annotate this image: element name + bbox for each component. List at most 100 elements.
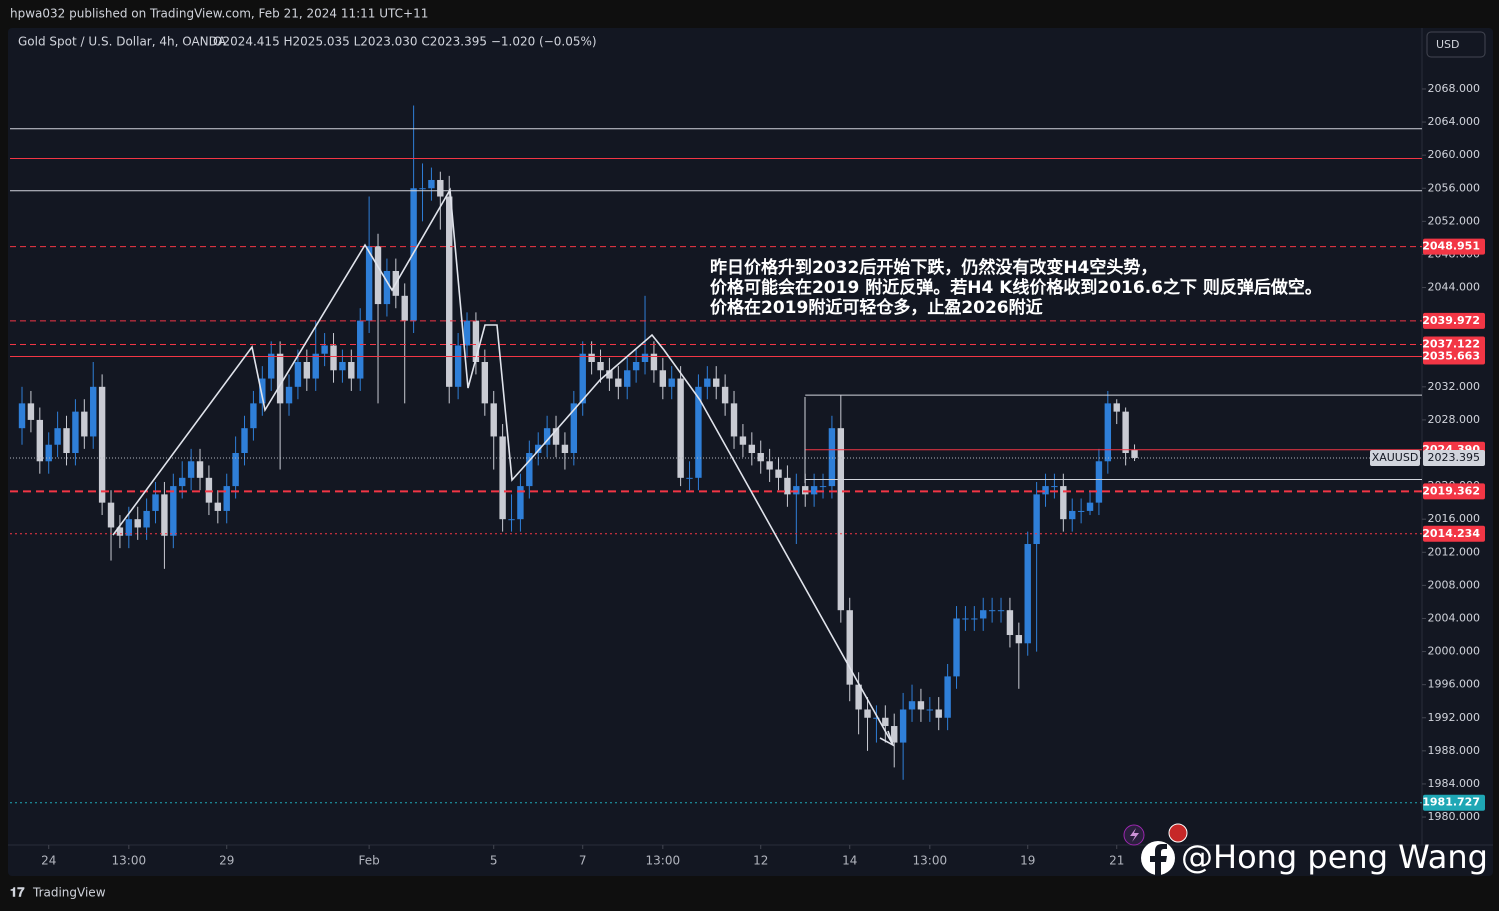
annotation-line: 昨日价格升到2032后开始下跌，仍然没有改变H4空头势， xyxy=(710,257,1157,278)
candle-body xyxy=(953,618,960,677)
candle-body xyxy=(739,436,747,445)
annotation: 昨日价格升到2032后开始下跌，仍然没有改变H4空头势，价格可能会在2019 附… xyxy=(710,257,1322,318)
price-level-label: 2039.972 xyxy=(1422,314,1480,327)
candle-body xyxy=(1069,510,1076,520)
y-tick-label: 1988.000 xyxy=(1428,744,1481,757)
x-tick-label: 29 xyxy=(219,854,234,868)
x-tick-label: 13:00 xyxy=(646,854,681,868)
last-price-tag xyxy=(1423,450,1485,467)
candle-body xyxy=(721,386,729,404)
candle-body xyxy=(45,444,52,462)
y-tick-label: 2028.000 xyxy=(1428,413,1481,426)
candle-body xyxy=(1060,486,1067,520)
candle-body xyxy=(54,428,61,445)
plot-area: 2068.000 2064.000 2060.000 2056.000 2052.000… xyxy=(10,82,1485,868)
publisher: hpwa032 published on TradingView.com, Fe… xyxy=(10,7,428,21)
symbol-label: XAUUSD xyxy=(1372,451,1419,464)
x-tick-label: 13:00 xyxy=(913,854,948,868)
candle-body xyxy=(997,610,1005,612)
candle-body xyxy=(27,403,35,420)
candle-body xyxy=(303,361,311,379)
x-tick-label: 21 xyxy=(1109,854,1124,868)
candle-body xyxy=(1015,635,1023,644)
candle-body xyxy=(321,345,328,354)
last-price-label: 2023.395 xyxy=(1428,451,1481,464)
y-tick-label: 1996.000 xyxy=(1428,678,1481,691)
candle-body xyxy=(18,403,26,429)
candle-body xyxy=(641,353,649,362)
candle-body xyxy=(891,726,898,743)
candle-body xyxy=(1104,403,1112,462)
candle-body xyxy=(1006,610,1014,636)
x-tick-label: 12 xyxy=(753,854,768,868)
event-bolt xyxy=(1130,828,1139,842)
candle-body xyxy=(517,486,524,520)
candle-body xyxy=(152,494,159,511)
candle-body xyxy=(365,246,373,321)
candle-body xyxy=(624,370,631,387)
y-tick-label: 2012.000 xyxy=(1428,545,1481,558)
candle-body xyxy=(855,684,862,710)
candle-body xyxy=(597,361,604,371)
y-tick-label: 2060.000 xyxy=(1428,148,1481,161)
candle-body xyxy=(837,428,845,611)
candle-body xyxy=(1042,486,1049,495)
candle-body xyxy=(259,378,266,404)
candle-body xyxy=(757,453,764,462)
candle-body xyxy=(686,477,693,479)
economic-event-icon[interactable] xyxy=(1168,823,1188,843)
candle-body xyxy=(882,717,889,727)
candle-body xyxy=(899,709,907,743)
x-tick-label: 13:00 xyxy=(112,854,147,868)
candle-body xyxy=(410,188,417,321)
candle-body xyxy=(205,477,213,503)
candle-body xyxy=(481,361,489,404)
candle-body xyxy=(454,345,462,387)
candle-body xyxy=(179,477,186,487)
candle-body xyxy=(463,320,471,346)
candle-body xyxy=(401,295,408,321)
candle-body xyxy=(677,378,684,478)
candle-body xyxy=(873,717,880,719)
candle-body xyxy=(81,411,88,437)
candle-body xyxy=(1051,486,1058,488)
y-tick-label: 2044.000 xyxy=(1428,281,1481,294)
price-level-tag xyxy=(1423,348,1485,365)
candle-body xyxy=(775,469,782,478)
price-level-tag xyxy=(1423,238,1485,255)
y-tick-label: 2004.000 xyxy=(1428,611,1481,624)
candle-body xyxy=(650,353,658,371)
price-level-label: 2037.122 xyxy=(1422,337,1480,350)
candle-body xyxy=(1095,461,1103,503)
candle-body xyxy=(98,386,106,503)
candle-body xyxy=(232,453,239,487)
candle-body xyxy=(116,527,124,536)
candle-body xyxy=(357,320,364,379)
currency-button[interactable] xyxy=(1426,31,1486,58)
candle-body xyxy=(962,618,969,620)
currency-label[interactable]: USD xyxy=(1436,38,1460,51)
candle-body xyxy=(1024,544,1031,644)
x-tick-label: 5 xyxy=(490,854,498,868)
candle-body xyxy=(63,428,70,454)
candle-body xyxy=(828,428,836,487)
candle-body xyxy=(196,461,204,478)
candle-body xyxy=(90,386,97,437)
candle-body xyxy=(312,353,319,379)
candle-body xyxy=(170,486,177,536)
candle-body xyxy=(748,444,756,454)
candle-body xyxy=(268,353,275,379)
symbol-tag xyxy=(1370,450,1420,467)
candle-body xyxy=(419,188,426,190)
candle-body xyxy=(1122,411,1129,454)
candle-body xyxy=(730,403,738,437)
price-level-tag xyxy=(1423,312,1485,329)
candle-body xyxy=(561,444,569,454)
y-tick-label: 1980.000 xyxy=(1428,810,1481,823)
price-level-tag xyxy=(1423,483,1485,500)
candle-body xyxy=(980,610,987,619)
candle-body xyxy=(802,486,809,495)
candle-body xyxy=(143,510,150,528)
x-tick-label: Feb xyxy=(358,854,379,868)
